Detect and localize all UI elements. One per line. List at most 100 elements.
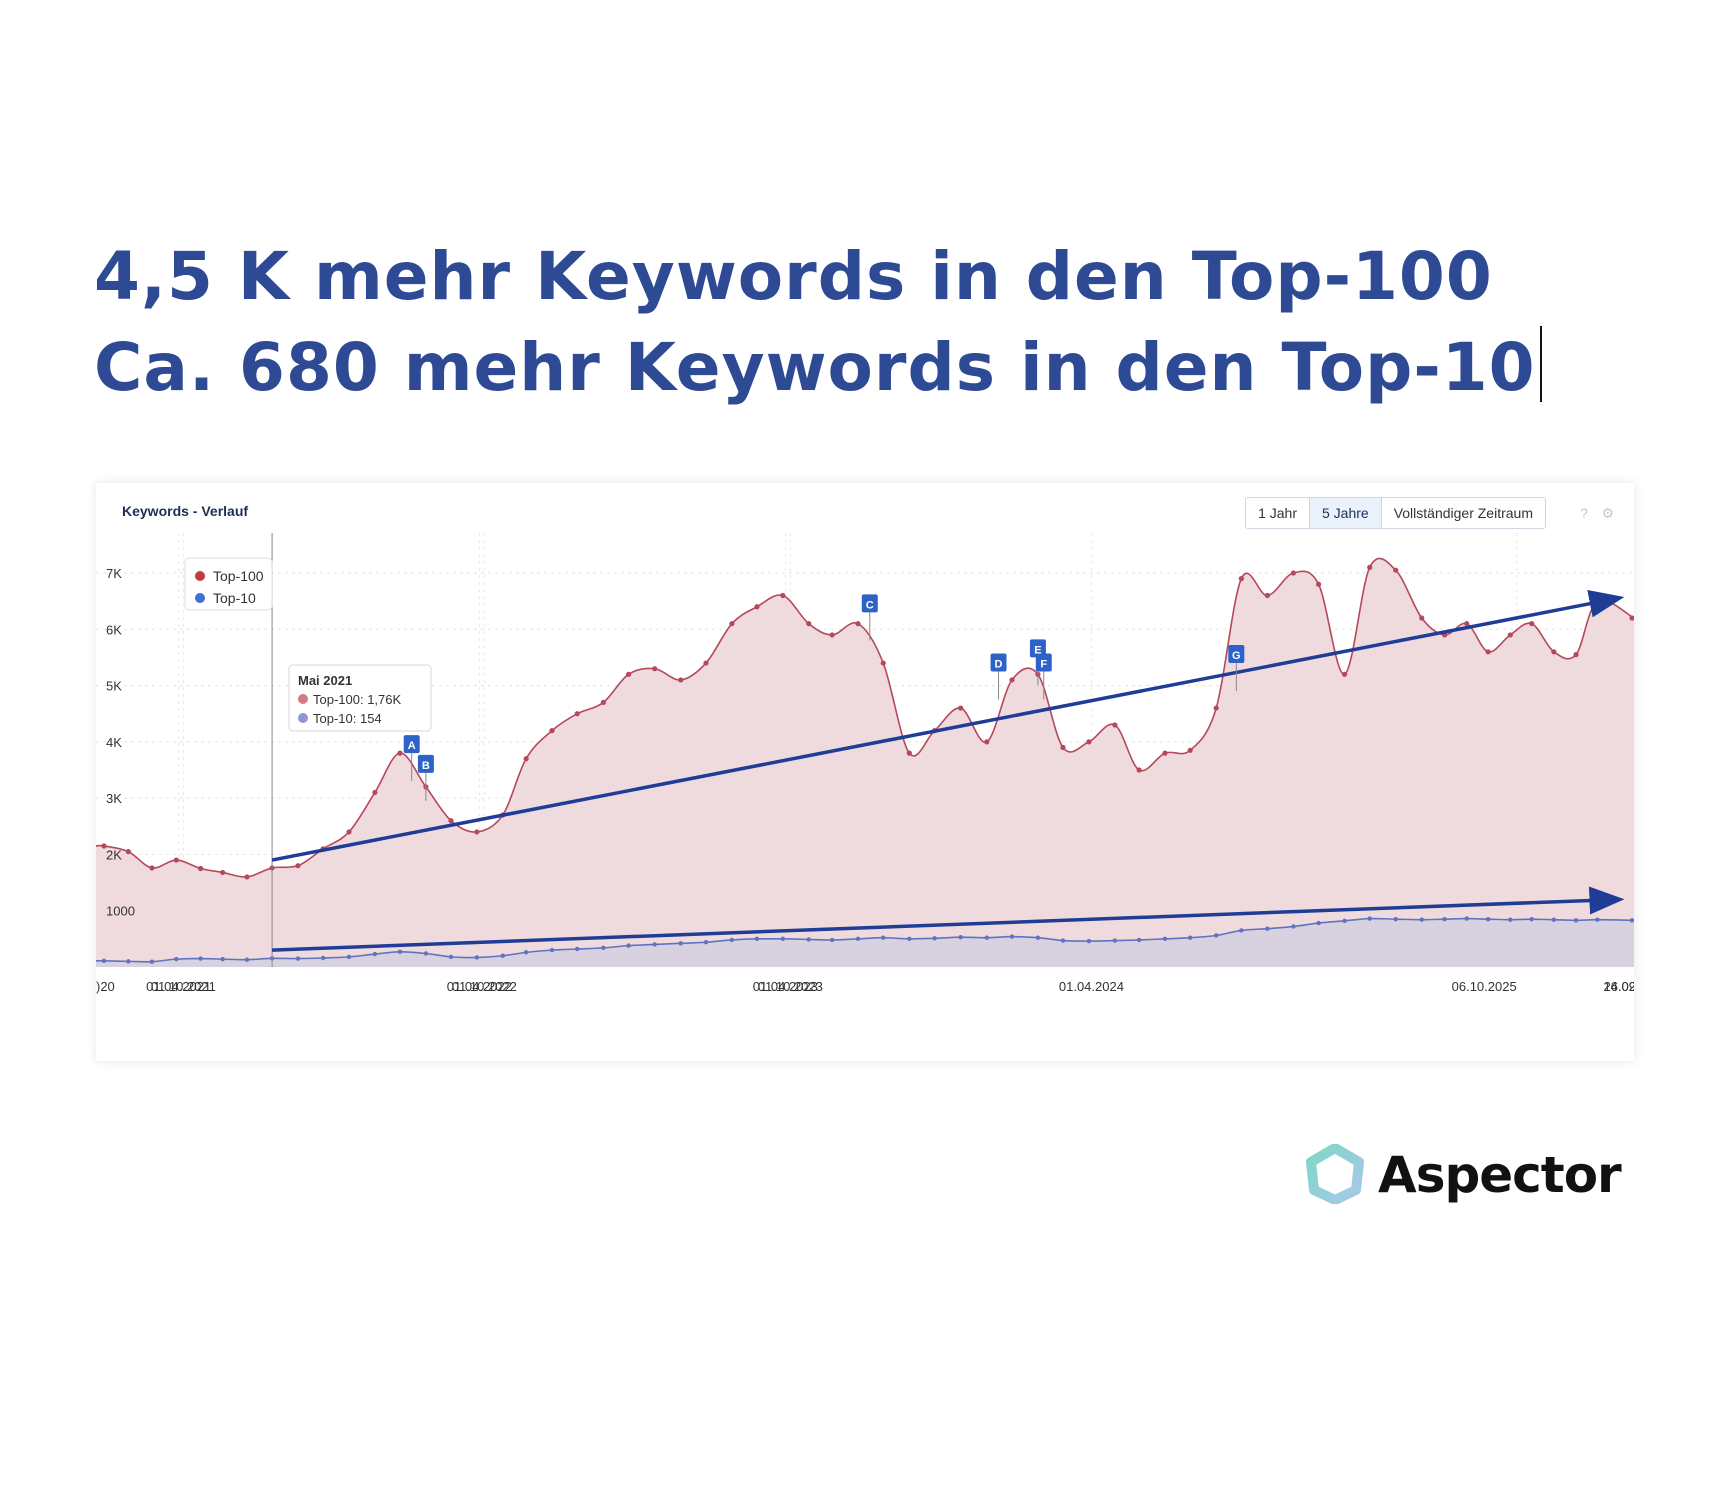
range-full-period-button[interactable]: Vollständiger Zeitraum <box>1381 498 1545 528</box>
point-top100[interactable] <box>173 857 179 863</box>
event-flag-B[interactable]: B <box>417 754 434 801</box>
point-top10[interactable] <box>626 943 631 948</box>
point-top100[interactable] <box>600 699 606 706</box>
point-top10[interactable] <box>1464 916 1469 921</box>
point-top10[interactable] <box>1393 916 1398 922</box>
event-flag-G[interactable]: G <box>1228 645 1245 692</box>
point-top10[interactable] <box>244 957 250 962</box>
point-top100[interactable] <box>198 865 204 872</box>
point-top10[interactable] <box>907 936 912 942</box>
point-top10[interactable] <box>500 953 505 958</box>
point-top100[interactable] <box>549 728 555 734</box>
point-top10[interactable] <box>1551 917 1557 922</box>
point-top10[interactable] <box>958 934 963 940</box>
point-top100[interactable] <box>958 705 964 711</box>
point-top10[interactable] <box>1419 917 1424 922</box>
point-top100[interactable] <box>1315 581 1322 587</box>
point-top10[interactable] <box>101 958 107 964</box>
point-top10[interactable] <box>295 956 301 961</box>
point-top10[interactable] <box>1009 934 1015 939</box>
point-top100[interactable] <box>1162 750 1168 756</box>
point-top100[interactable] <box>1573 652 1579 658</box>
point-top10[interactable] <box>126 959 131 964</box>
point-top10[interactable] <box>1187 935 1193 940</box>
point-top100[interactable] <box>1009 677 1015 683</box>
point-top10[interactable] <box>829 937 835 943</box>
point-top10[interactable] <box>423 951 429 956</box>
point-top10[interactable] <box>1629 918 1634 923</box>
point-top100[interactable] <box>652 666 658 672</box>
point-top10[interactable] <box>1595 917 1600 922</box>
point-top100[interactable] <box>703 660 709 666</box>
event-flag-C[interactable]: C <box>861 594 878 641</box>
point-top10[interactable] <box>984 935 989 940</box>
point-top10[interactable] <box>320 955 326 961</box>
point-top10[interactable] <box>806 937 811 942</box>
point-top100[interactable] <box>729 621 735 627</box>
point-top10[interactable] <box>855 936 861 942</box>
point-top100[interactable] <box>855 621 861 627</box>
point-top100[interactable] <box>1507 632 1513 638</box>
point-top100[interactable] <box>523 756 529 762</box>
point-top100[interactable] <box>125 849 131 855</box>
point-top10[interactable] <box>1035 935 1041 940</box>
point-top100[interactable] <box>1264 592 1270 599</box>
point-top100[interactable] <box>220 869 226 876</box>
point-top100[interactable] <box>1290 570 1297 576</box>
point-top100[interactable] <box>149 865 155 871</box>
point-top10[interactable] <box>1367 916 1372 921</box>
point-top10[interactable] <box>780 936 786 942</box>
point-top10[interactable] <box>448 954 454 960</box>
point-top100[interactable] <box>984 739 990 745</box>
point-top10[interactable] <box>703 940 709 945</box>
point-top100[interactable] <box>906 750 912 756</box>
point-top10[interactable] <box>474 955 480 960</box>
legend-label-top100[interactable]: Top-100 <box>213 568 264 584</box>
point-top10[interactable] <box>754 936 760 942</box>
legend-label-top10[interactable]: Top-10 <box>213 590 256 606</box>
point-top10[interactable] <box>652 942 657 947</box>
point-top10[interactable] <box>932 936 937 941</box>
point-top10[interactable] <box>1529 916 1534 922</box>
point-top100[interactable] <box>806 621 812 627</box>
point-top10[interactable] <box>220 956 225 962</box>
point-top10[interactable] <box>1086 938 1092 944</box>
point-top10[interactable] <box>678 941 683 946</box>
point-top100[interactable] <box>1341 671 1348 677</box>
point-top100[interactable] <box>397 750 403 756</box>
point-top100[interactable] <box>1529 621 1535 627</box>
point-top10[interactable] <box>149 959 155 964</box>
point-top100[interactable] <box>1393 567 1399 573</box>
gear-icon[interactable]: ⚙ <box>1601 505 1614 521</box>
point-top10[interactable] <box>1213 933 1219 938</box>
point-top100[interactable] <box>678 677 684 683</box>
point-top100[interactable] <box>1485 649 1491 655</box>
range-5-years-button[interactable]: 5 Jahre <box>1310 498 1382 528</box>
point-top10[interactable] <box>1136 937 1142 943</box>
point-top100[interactable] <box>574 711 580 717</box>
point-top100[interactable] <box>880 660 886 666</box>
point-top10[interactable] <box>1508 917 1513 922</box>
point-top100[interactable] <box>1551 649 1557 655</box>
point-top100[interactable] <box>1213 705 1219 711</box>
event-flag-D[interactable]: D <box>990 653 1007 700</box>
point-top10[interactable] <box>523 950 529 955</box>
point-top100[interactable] <box>1187 747 1193 753</box>
event-flag-A[interactable]: A <box>403 735 420 782</box>
point-top10[interactable] <box>174 956 179 962</box>
point-top100[interactable] <box>346 829 352 835</box>
point-top10[interactable] <box>1291 924 1296 929</box>
point-top10[interactable] <box>575 946 580 952</box>
point-top100[interactable] <box>829 632 835 638</box>
point-top100[interactable] <box>1419 615 1425 621</box>
point-top100[interactable] <box>1060 744 1066 751</box>
point-top100[interactable] <box>1464 621 1470 627</box>
point-top10[interactable] <box>372 951 378 957</box>
point-top10[interactable] <box>549 947 555 953</box>
point-top100[interactable] <box>244 874 250 880</box>
point-top10[interactable] <box>601 945 606 951</box>
point-top100[interactable] <box>448 818 454 824</box>
point-top10[interactable] <box>1060 938 1066 943</box>
point-top100[interactable] <box>295 863 301 869</box>
help-icon[interactable]: ? <box>1580 505 1588 521</box>
